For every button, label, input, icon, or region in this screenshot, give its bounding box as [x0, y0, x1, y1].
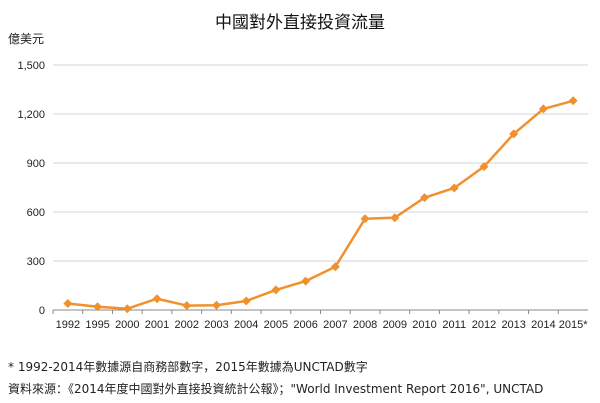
- x-tick-label: 2001: [145, 319, 169, 331]
- data-point-marker: [93, 302, 103, 312]
- x-tick-label: 2014: [531, 319, 555, 331]
- data-point-marker: [420, 193, 430, 203]
- data-point-marker: [301, 276, 311, 286]
- x-tick-label: 2004: [234, 319, 258, 331]
- y-tick-label: 0: [39, 305, 45, 317]
- x-tick-label: 2006: [293, 319, 317, 331]
- x-tick-label: 2000: [115, 319, 139, 331]
- x-tick-label: 2012: [472, 319, 496, 331]
- data-point-marker: [152, 294, 162, 304]
- y-axis-unit-label: 億美元: [8, 32, 45, 46]
- x-tick-label: 2005: [264, 319, 288, 331]
- data-point-marker: [241, 296, 251, 306]
- data-point-marker: [449, 183, 459, 193]
- data-point-marker: [538, 104, 548, 114]
- data-point-marker: [122, 304, 132, 314]
- x-tick-label: 2003: [204, 319, 228, 331]
- x-tick-label: 1992: [56, 319, 80, 331]
- x-tick-label: 2011: [442, 319, 466, 331]
- series-layer: [63, 96, 578, 314]
- y-tick-label: 1,500: [17, 60, 45, 72]
- data-point-marker: [271, 285, 281, 295]
- y-tick-label: 300: [27, 256, 45, 268]
- x-tick-label: 2002: [175, 319, 199, 331]
- x-tick-label: 2008: [353, 319, 377, 331]
- y-tick-label: 600: [27, 207, 45, 219]
- data-point-marker: [390, 213, 400, 223]
- data-point-marker: [330, 262, 340, 272]
- data-point-marker: [509, 129, 519, 139]
- x-axis-ticks: 1992 1995 2000 2001 2002 2003 2004 2005 2006 2007…: [52, 310, 588, 331]
- x-tick-label: 2015*: [559, 319, 588, 331]
- x-tick-label: 2013: [501, 319, 525, 331]
- data-point-marker: [182, 301, 192, 311]
- footnote-data-source-note: * 1992-2014年數據源自商務部數字，2015年數據為UNCTAD數字: [8, 360, 368, 374]
- x-tick-label: 2007: [323, 319, 347, 331]
- data-point-marker: [479, 162, 489, 172]
- x-tick-label: 2009: [383, 319, 407, 331]
- data-point-marker: [360, 214, 370, 224]
- y-axis-ticks: 0 300 600 900 1,200 1,500: [17, 60, 45, 317]
- data-point-marker: [63, 298, 73, 308]
- footnote-sources: 資料來源：《2014年度中國對外直接投資統計公報》；"World Investm…: [8, 382, 544, 396]
- y-tick-label: 900: [27, 158, 45, 170]
- chart-title: 中國對外直接投資流量: [215, 13, 385, 33]
- y-tick-label: 1,200: [17, 109, 45, 121]
- data-point-marker: [211, 300, 221, 310]
- series-line: [67, 99, 574, 310]
- x-tick-label: 2010: [412, 319, 436, 331]
- data-point-marker: [568, 96, 578, 106]
- x-tick-label: 1995: [85, 319, 109, 331]
